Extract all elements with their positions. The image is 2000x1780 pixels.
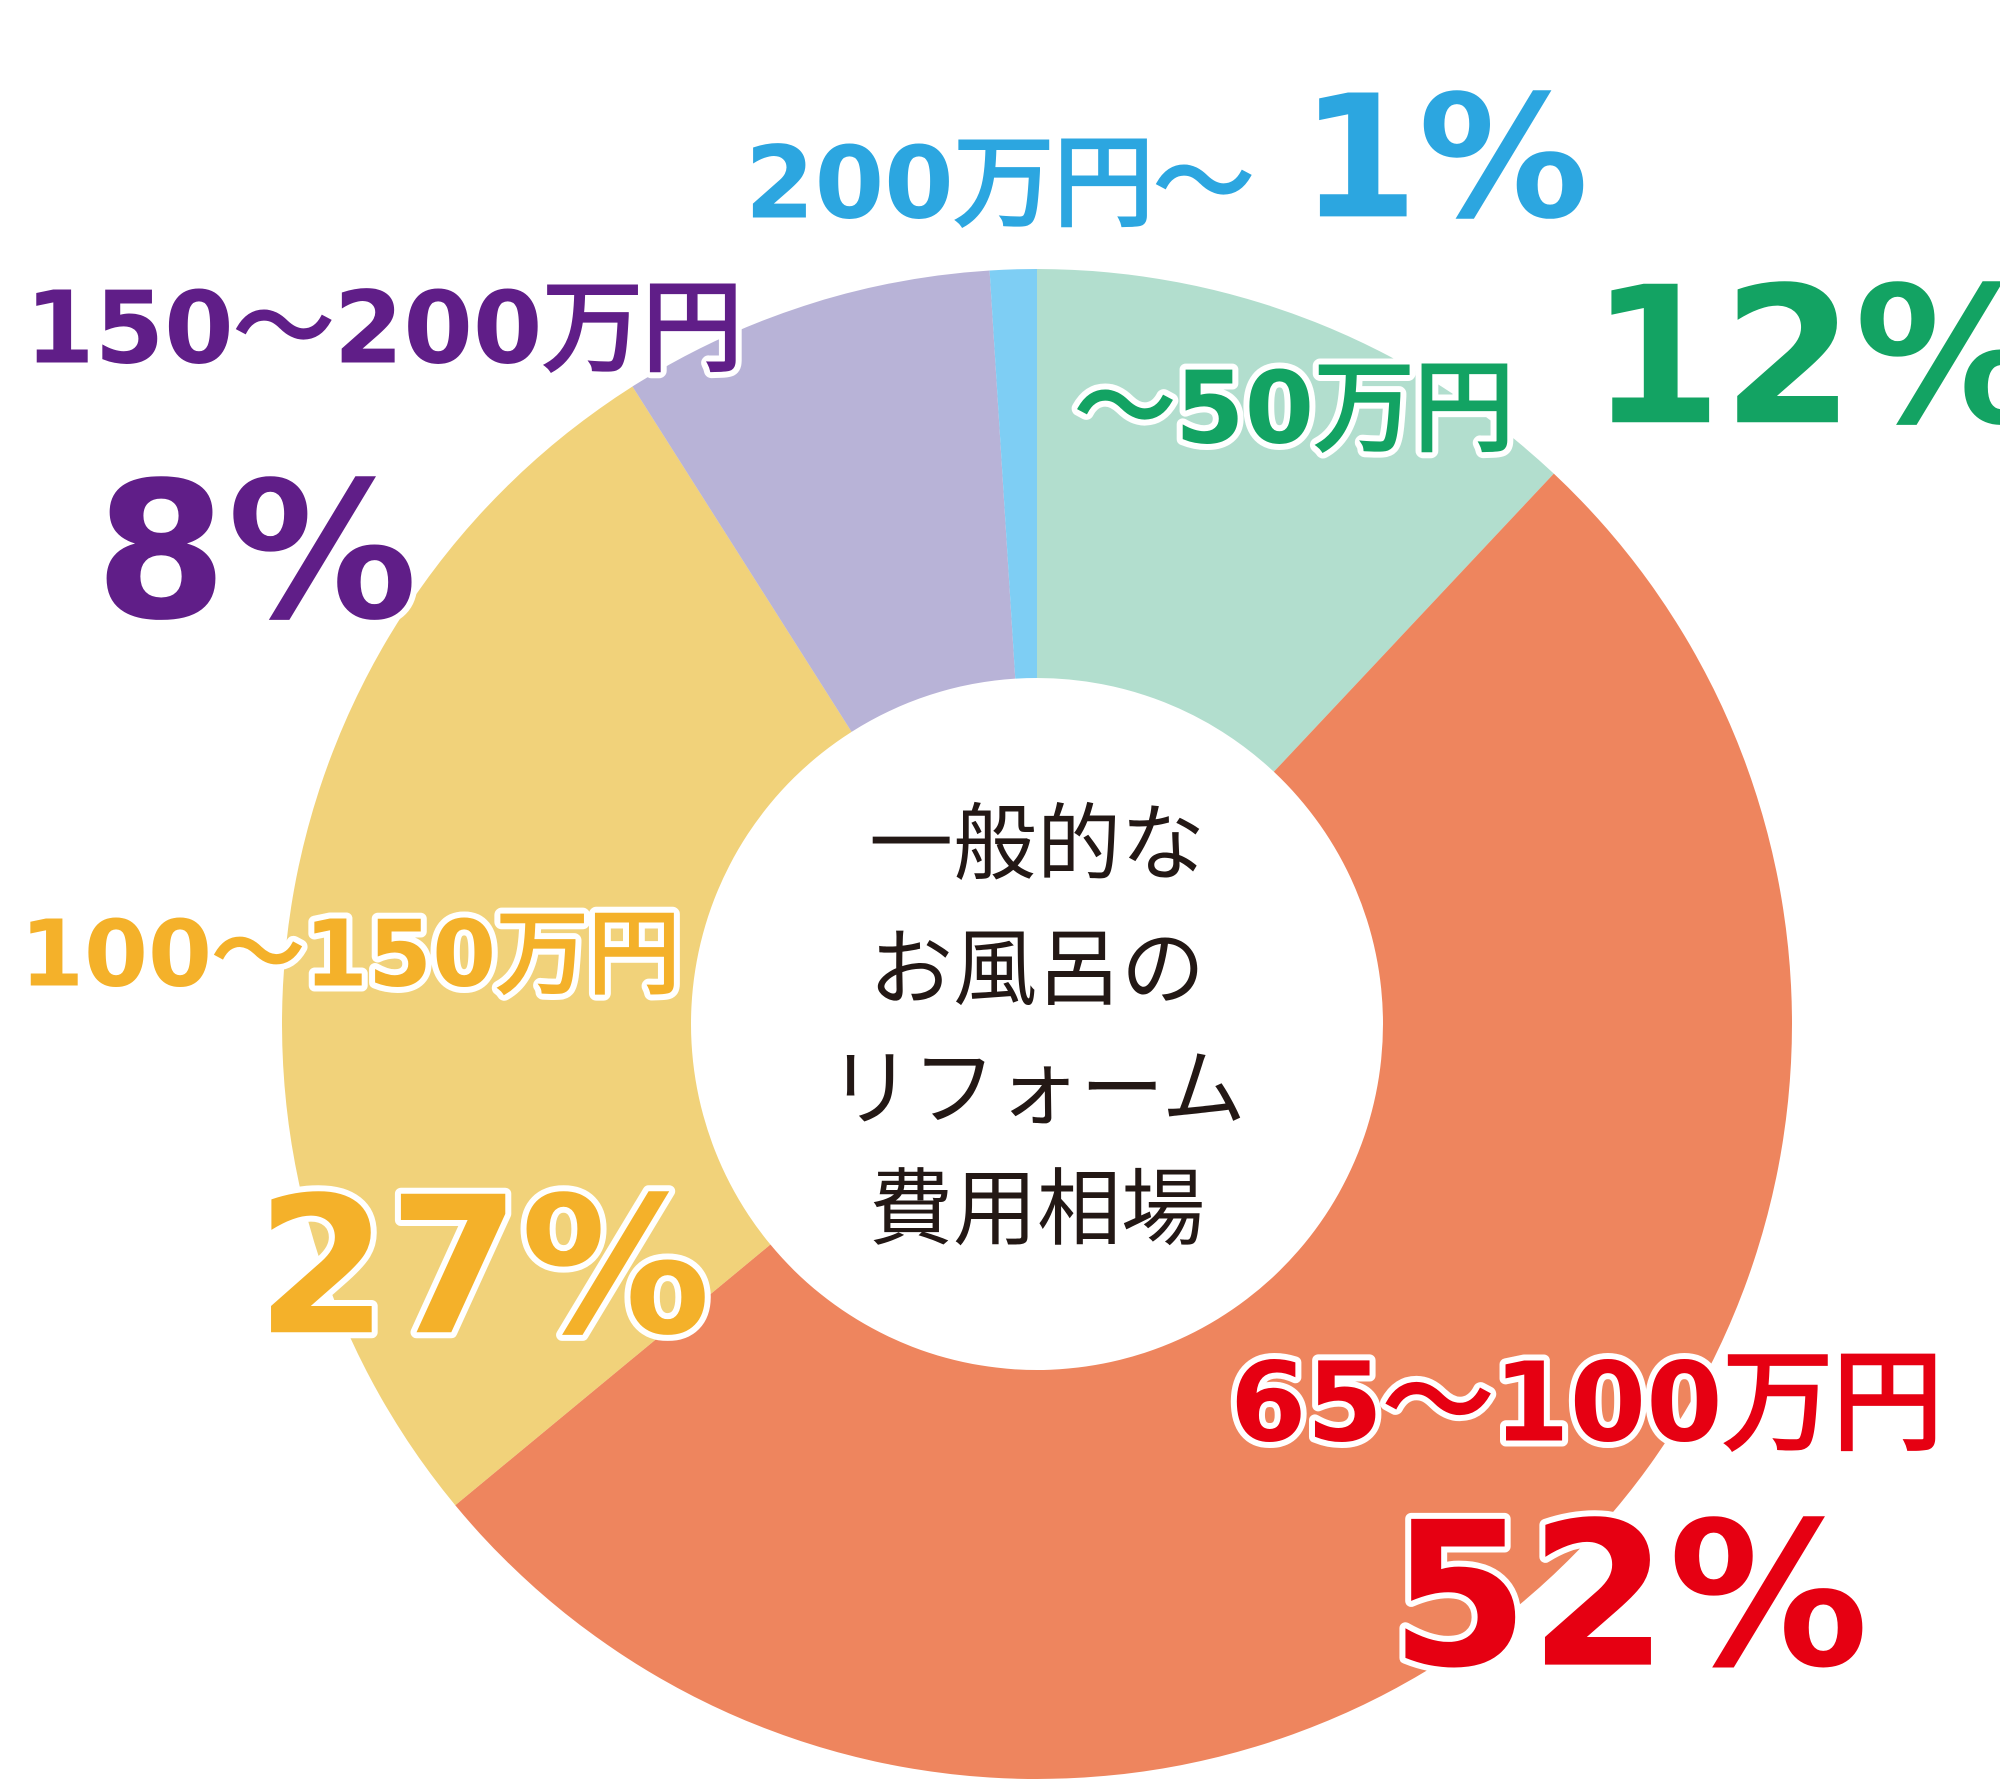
donut (281, 269, 1793, 1780)
center-text: 一般的な (869, 795, 1205, 893)
category-label: 〜50万円 (1075, 349, 1514, 466)
value-label: 1% (1300, 59, 1589, 257)
category-label: 65〜100万円 (1230, 1338, 1943, 1466)
donut-slice (455, 473, 1793, 1780)
center-text: お風呂の (869, 920, 1205, 1018)
labels: 〜50万円 12% 65〜100万円 52% 100〜150万円 27% 150〜200万円… (14, 53, 2000, 1718)
value-label: 12% (1590, 246, 2000, 467)
category-label: 150〜200万円 (25, 269, 742, 386)
center-text: 費用相場 (869, 1160, 1205, 1258)
center-text: リフォーム (828, 1040, 1245, 1138)
value-label: 27% (256, 1156, 711, 1377)
category-label: 200万円〜 (745, 124, 1254, 241)
value-label: 8% (95, 441, 418, 662)
donut-slice (1037, 269, 1554, 772)
value-label: 52% (1390, 1480, 1869, 1713)
donut-slice (281, 386, 852, 1506)
category-label: 100〜150万円 (20, 900, 680, 1007)
donut-slice (989, 269, 1037, 679)
donut-slice (632, 270, 1016, 732)
